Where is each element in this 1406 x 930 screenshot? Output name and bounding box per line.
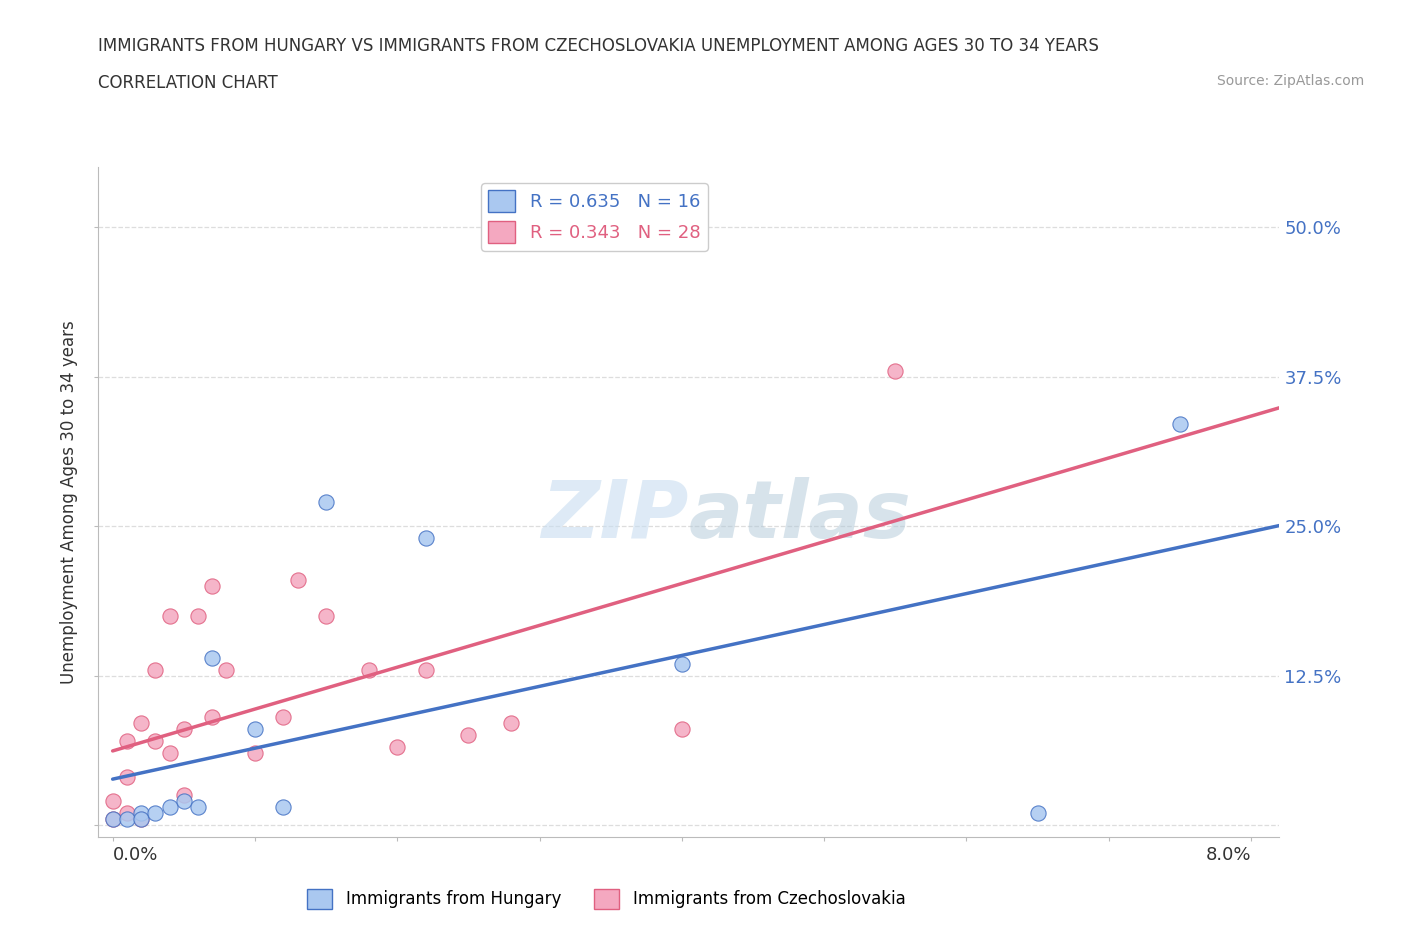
Point: [201, 578, 224, 593]
Point: [129, 812, 152, 827]
Point: [215, 662, 238, 677]
Point: [1026, 805, 1049, 820]
Text: Source: ZipAtlas.com: Source: ZipAtlas.com: [1216, 74, 1364, 88]
Point: [143, 805, 166, 820]
Point: [671, 722, 693, 737]
Point: [143, 734, 166, 749]
Point: [243, 722, 266, 737]
Point: [115, 812, 138, 827]
Point: [457, 728, 479, 743]
Point: [115, 734, 138, 749]
Point: [159, 800, 181, 815]
Point: [499, 716, 522, 731]
Point: [315, 495, 337, 510]
Point: [159, 746, 181, 761]
Point: [187, 800, 209, 815]
Point: [387, 740, 409, 755]
Point: [115, 770, 138, 785]
Point: [101, 812, 124, 827]
Text: ZIP: ZIP: [541, 476, 689, 554]
Point: [173, 788, 195, 803]
Point: [243, 746, 266, 761]
Legend: Immigrants from Hungary, Immigrants from Czechoslovakia: Immigrants from Hungary, Immigrants from…: [301, 882, 912, 916]
Y-axis label: Unemployment Among Ages 30 to 34 years: Unemployment Among Ages 30 to 34 years: [60, 320, 79, 684]
Point: [415, 662, 437, 677]
Point: [357, 662, 380, 677]
Point: [315, 608, 337, 623]
Point: [273, 800, 295, 815]
Point: [115, 805, 138, 820]
Point: [143, 662, 166, 677]
Point: [201, 710, 224, 724]
Point: [173, 793, 195, 808]
Point: [287, 573, 309, 588]
Point: [101, 812, 124, 827]
Text: IMMIGRANTS FROM HUNGARY VS IMMIGRANTS FROM CZECHOSLOVAKIA UNEMPLOYMENT AMONG AGE: IMMIGRANTS FROM HUNGARY VS IMMIGRANTS FR…: [98, 37, 1099, 55]
Point: [159, 608, 181, 623]
Point: [129, 716, 152, 731]
Point: [129, 805, 152, 820]
Point: [273, 710, 295, 724]
Text: atlas: atlas: [689, 476, 911, 554]
Point: [201, 650, 224, 665]
Point: [415, 531, 437, 546]
Point: [173, 722, 195, 737]
Point: [129, 812, 152, 827]
Point: [187, 608, 209, 623]
Point: [1168, 417, 1191, 432]
Text: CORRELATION CHART: CORRELATION CHART: [98, 74, 278, 92]
Point: [101, 793, 124, 808]
Point: [884, 364, 907, 379]
Point: [671, 657, 693, 671]
